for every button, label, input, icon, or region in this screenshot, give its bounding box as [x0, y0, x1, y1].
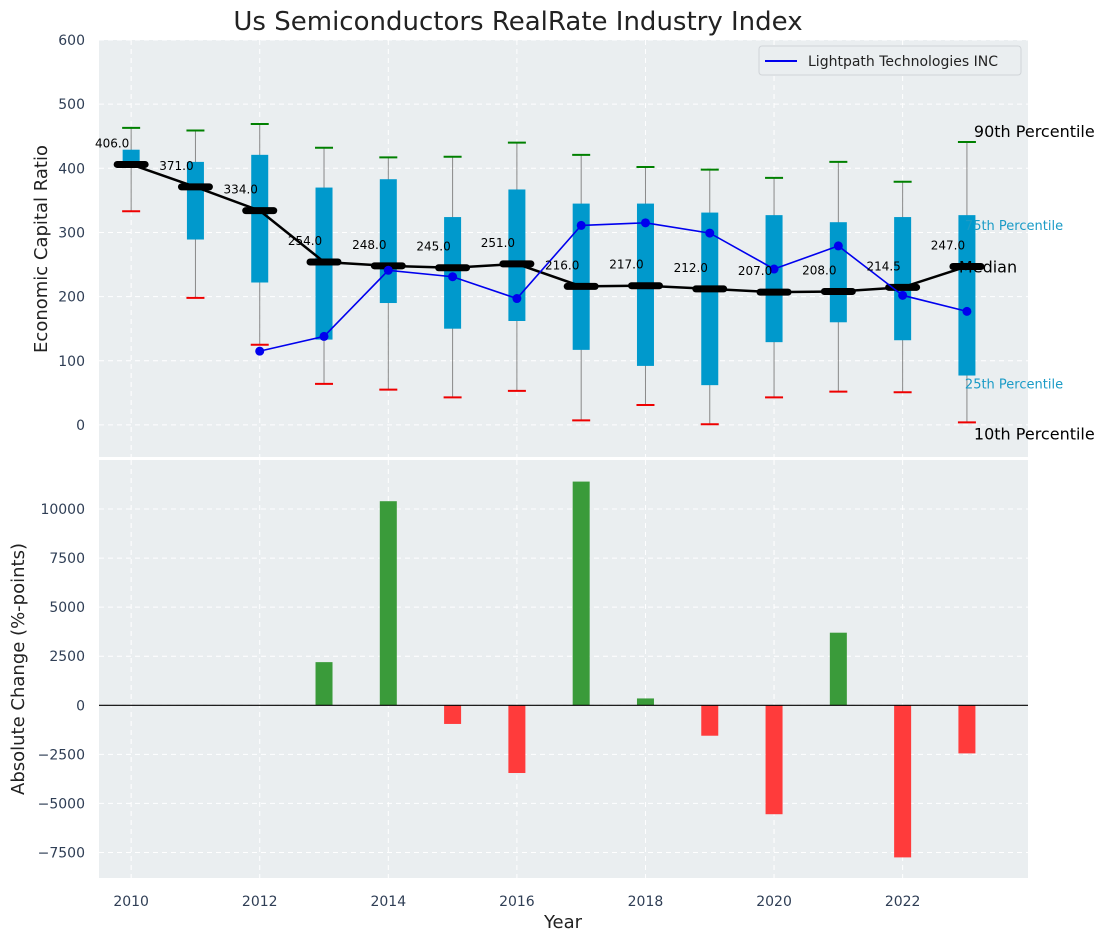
median-value-label: 208.0 [802, 263, 836, 277]
change-bar [315, 662, 333, 706]
median-value-label: 217.0 [609, 258, 643, 272]
top-y-tick: 400 [58, 161, 85, 177]
percentile-band-labels: 90th Percentile Median 10th Percentile 75th… [959, 122, 1095, 443]
iqr-box [894, 217, 912, 341]
median-value-label: 248.0 [352, 238, 386, 252]
bottom-y-tick: 10000 [40, 502, 85, 518]
company-point [962, 306, 972, 316]
x-tick: 2022 [885, 894, 921, 910]
top-y-tick: 100 [58, 354, 85, 370]
iqr-box [379, 179, 397, 304]
median-value-label: 212.0 [674, 261, 708, 275]
median-value-label: 254.0 [288, 234, 322, 248]
change-bars [315, 481, 976, 858]
company-point [898, 290, 908, 300]
company-point [833, 241, 843, 251]
top-y-tick: 500 [58, 97, 85, 113]
median-trend [113, 160, 985, 296]
bottom-y-tick-labels: −7500 −5000 −2500 0 2500 5000 7500 10000 [38, 502, 85, 861]
median-value-labels: 406.0 371.0 334.0 254.0 248.0 245.0 251.0 216.0… [95, 136, 965, 278]
company-point [512, 294, 522, 304]
x-tick: 2016 [499, 894, 535, 910]
median-value-label: 406.0 [95, 136, 129, 150]
iqr-box [508, 189, 526, 321]
iqr-box [958, 215, 976, 376]
top-y-tick: 200 [58, 290, 85, 306]
top-y-axis-label: Economic Capital Ratio [31, 145, 52, 353]
iqr-box [251, 154, 269, 283]
company-point [383, 265, 393, 275]
median-value-label: 334.0 [224, 183, 258, 197]
iqr-box [701, 212, 719, 386]
company-point [448, 272, 458, 282]
iqr-box [572, 203, 590, 350]
bottom-y-tick: 7500 [49, 551, 85, 567]
band-label-q1: 25th Percentile [965, 378, 1063, 393]
median-value-label: 371.0 [159, 159, 193, 173]
x-tick: 2020 [756, 894, 792, 910]
change-bar [958, 705, 976, 754]
bottom-y-tick: −5000 [38, 796, 85, 812]
top-y-tick: 600 [58, 33, 85, 49]
bottom-y-axis-label: Absolute Change (%-points) [8, 543, 29, 795]
company-point [769, 264, 779, 274]
median-value-label: 214.5 [866, 259, 900, 273]
change-bar [444, 705, 462, 724]
x-tick-labels: 2010 2012 2014 2016 2018 2020 2022 [113, 894, 920, 910]
median-value-label: 207.0 [738, 264, 772, 278]
bottom-y-tick: 5000 [49, 600, 85, 616]
legend-box [758, 45, 1022, 76]
bottom-y-tick: 0 [76, 698, 85, 714]
change-bar [829, 632, 847, 706]
band-label-p10: 10th Percentile [974, 424, 1095, 443]
median-value-label: 251.0 [481, 236, 515, 250]
median-value-label: 245.0 [416, 240, 450, 254]
x-axis-label: Year [543, 912, 583, 933]
change-bar [701, 705, 719, 736]
top-y-tick: 300 [58, 225, 85, 241]
change-bar [765, 705, 783, 815]
x-tick: 2014 [370, 894, 406, 910]
company-point [319, 331, 329, 341]
change-bar [572, 481, 590, 706]
bottom-y-tick: −2500 [38, 747, 85, 763]
change-bar [636, 698, 654, 706]
bottom-y-tick: −7500 [38, 845, 85, 861]
band-label-q3: 75th Percentile [965, 219, 1063, 234]
bottom-y-tick: 2500 [49, 649, 85, 665]
median-value-label: 216.0 [545, 258, 579, 272]
legend-label: Lightpath Technologies INC [808, 54, 998, 70]
x-tick: 2012 [242, 894, 278, 910]
company-point [576, 220, 586, 230]
top-y-tick-labels: 0 100 200 300 400 500 600 [58, 33, 85, 434]
change-bar [894, 705, 912, 858]
company-line [259, 222, 968, 352]
change-bar [379, 501, 397, 706]
band-label-p90: 90th Percentile [974, 122, 1095, 141]
company-point [705, 228, 715, 238]
company-point [640, 218, 650, 228]
change-bar [508, 705, 526, 774]
band-label-median: Median [959, 257, 1017, 276]
median-value-label: 247.0 [931, 238, 965, 252]
x-tick: 2010 [113, 894, 149, 910]
company-point [255, 346, 265, 356]
iqr-box [186, 161, 204, 240]
x-tick: 2018 [628, 894, 664, 910]
company-series [255, 218, 972, 356]
chart-title: Us Semiconductors RealRate Industry Inde… [233, 7, 802, 37]
iqr-box [765, 215, 783, 343]
top-plot-area [99, 40, 1028, 457]
legend: Lightpath Technologies INC [758, 45, 1022, 76]
top-y-tick: 0 [76, 418, 85, 434]
bottom-plot-area [99, 460, 1028, 878]
